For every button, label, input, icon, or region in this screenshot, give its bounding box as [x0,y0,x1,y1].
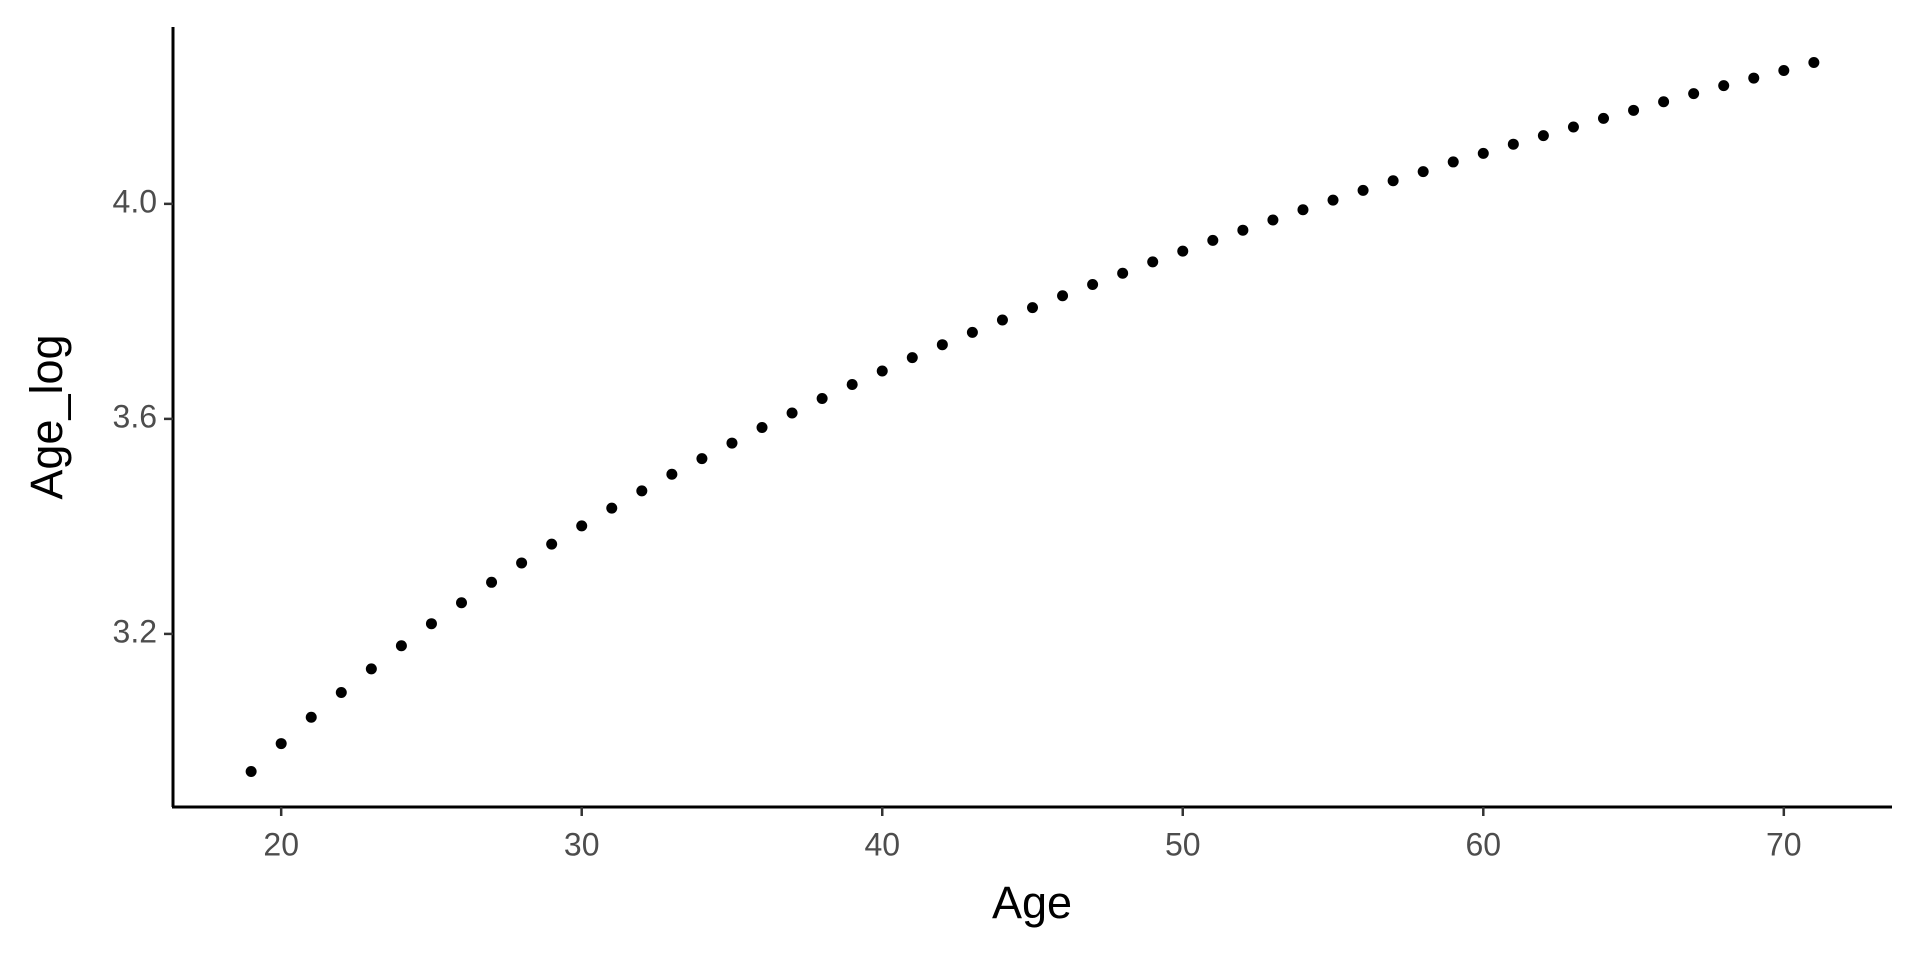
x-tick-label: 60 [1465,826,1501,862]
point [365,663,377,675]
point [245,766,257,778]
point [756,421,768,433]
point [1688,88,1700,100]
x-tick-label: 40 [864,826,900,862]
point [1207,234,1219,246]
point [606,502,618,514]
point [996,314,1008,326]
point [1147,256,1159,268]
point [1297,204,1309,216]
point [1718,80,1730,92]
point [846,378,858,390]
point [1567,121,1579,133]
point [696,453,708,465]
point [425,618,437,630]
point [486,576,498,588]
y-tick-label: 4.0 [113,183,157,219]
point [516,557,528,569]
point [576,520,588,532]
point [1057,290,1069,302]
point [1537,130,1549,142]
point [456,597,468,609]
point [335,686,347,698]
point [546,538,558,550]
point [1237,224,1249,236]
y-tick-label: 3.6 [113,398,157,434]
x-tick-label: 70 [1766,826,1802,862]
y-axis-title: Age_log [21,334,72,499]
point [1117,267,1129,279]
y-tick-label: 3.2 [113,613,157,649]
point [1357,184,1369,196]
point [305,711,317,723]
point [1447,156,1459,168]
point [636,485,648,497]
point [395,640,407,652]
point [816,392,828,404]
point [726,437,738,449]
point [1417,166,1429,178]
point [1177,245,1189,257]
point [876,365,888,377]
point [1267,214,1279,226]
x-tick-label: 20 [263,826,299,862]
point [1628,104,1640,116]
x-axis-title: Age [992,877,1072,928]
point [1808,56,1820,68]
point [1327,194,1339,206]
point [1027,302,1038,314]
x-tick-label: 30 [564,826,600,862]
point [1477,147,1489,159]
point [906,352,918,364]
point [275,738,287,750]
x-tick-label: 50 [1165,826,1201,862]
point [1087,278,1099,290]
point [1507,138,1519,150]
point [1658,96,1670,108]
point [786,407,798,419]
point [936,339,948,351]
point [1597,112,1609,124]
point [1778,65,1790,77]
point [1387,175,1399,187]
point [966,326,978,338]
point [666,468,678,480]
point [1748,72,1760,84]
